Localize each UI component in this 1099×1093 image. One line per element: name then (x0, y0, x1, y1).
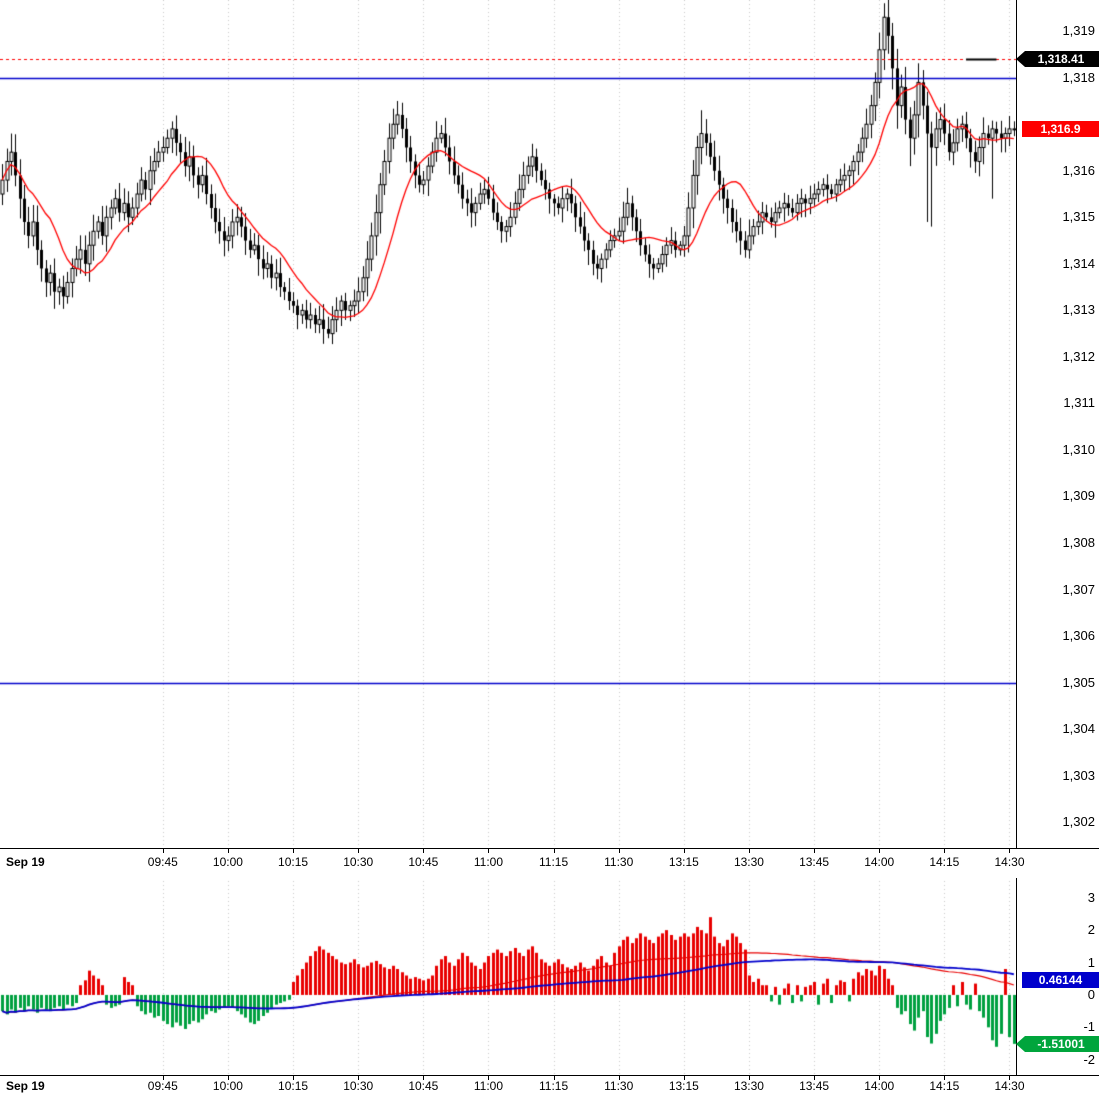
price-tick-label: 1,305 (1062, 674, 1095, 690)
time-tick-mark (944, 849, 945, 853)
time-tick-label: 13:30 (733, 1079, 764, 1093)
price-tick-label: 1,315 (1062, 209, 1095, 225)
price-tick-label: 1,304 (1062, 721, 1095, 737)
time-tick-mark (423, 1076, 424, 1080)
time-tick-mark (488, 849, 489, 853)
alert-price-tag: 1,318.41 (1016, 51, 1099, 67)
time-tick-label: 14:30 (994, 1079, 1025, 1093)
time-tick-mark (293, 849, 294, 853)
price-tick-label: 1,313 (1062, 302, 1095, 318)
time-tick-mark (619, 1076, 620, 1080)
time-tick-label: 11:00 (473, 855, 504, 869)
indicator-tick-label: 1 (1087, 954, 1095, 970)
indicator-axis: 3 2 1 0 -1 -2 (1016, 877, 1099, 1075)
time-tick-label: 10:15 (278, 855, 309, 869)
last-price-value: 1,316.9 (1040, 122, 1081, 136)
time-tick-label: 11:30 (604, 855, 634, 869)
time-tick-mark (684, 1076, 685, 1080)
time-tick-label: 11:15 (539, 1079, 569, 1093)
time-axis-bottom: Sep 19 09:45 10:00 10:15 10:30 10:45 11:00 11:1… (0, 1075, 1099, 1093)
time-tick-mark (684, 849, 685, 853)
indicator-tick-label: 0 (1087, 986, 1095, 1002)
time-tick-mark (488, 1076, 489, 1080)
time-tick-label: 10:30 (343, 1079, 374, 1093)
time-tick-mark (944, 1076, 945, 1080)
time-tick-label: 14:00 (864, 1079, 895, 1093)
time-tick-mark (749, 849, 750, 853)
indicator-chart-canvas[interactable] (0, 877, 1016, 1075)
time-tick-label: 13:15 (668, 855, 699, 869)
time-tick-mark (1009, 849, 1010, 853)
indicator-tick-label: 3 (1087, 889, 1095, 905)
time-tick-mark (749, 1076, 750, 1080)
price-tick-label: 1,311 (1063, 395, 1095, 411)
time-tick-label: 14:15 (929, 1079, 960, 1093)
indicator-tick-label: 2 (1087, 922, 1095, 938)
time-tick-mark (358, 849, 359, 853)
time-tick-mark (228, 1076, 229, 1080)
price-axis: 1,319 1,318 1,316 1,315 1,314 1,313 1,312 1,311… (1016, 0, 1099, 848)
price-tick-label: 1,309 (1062, 488, 1095, 504)
time-tick-label: 13:30 (733, 855, 764, 869)
indicator-tick-label: -2 (1083, 1051, 1095, 1067)
time-tick-label: 09:45 (147, 855, 178, 869)
y-axis-line (1016, 0, 1017, 1075)
time-tick-label: 13:45 (799, 1079, 830, 1093)
price-tick-label: 1,308 (1062, 535, 1095, 550)
time-tick-mark (619, 849, 620, 853)
time-tick-label: 14:15 (929, 855, 960, 869)
time-tick-mark (814, 849, 815, 853)
time-tick-label: Sep 19 (6, 855, 45, 869)
time-tick-mark (423, 849, 424, 853)
time-tick-label: 10:45 (408, 1079, 439, 1093)
time-tick-label: 10:15 (278, 1079, 309, 1093)
price-tick-label: 1,318 (1062, 69, 1095, 85)
indicator-value: 0.46144 (1038, 973, 1083, 987)
time-tick-label: 14:00 (864, 855, 895, 869)
time-tick-label: Sep 19 (6, 1079, 45, 1093)
last-price-tag: 1,316.9 (1022, 121, 1099, 137)
time-tick-mark (1009, 1076, 1010, 1080)
time-tick-mark (879, 1076, 880, 1080)
time-axis: Sep 19 09:45 10:00 10:15 10:30 10:45 11:00 11:1… (0, 848, 1099, 878)
price-tick-label: 1,306 (1062, 628, 1095, 644)
time-tick-mark (228, 849, 229, 853)
price-tick-label: 1,316 (1062, 162, 1095, 178)
price-tick-label: 1,303 (1062, 767, 1095, 783)
time-tick-mark (163, 849, 164, 853)
indicator-value-tag: 0.46144 (1022, 972, 1099, 988)
time-tick-label: 13:45 (799, 855, 830, 869)
price-tick-label: 1,302 (1062, 814, 1095, 830)
time-tick-label: 10:00 (212, 1079, 243, 1093)
time-tick-label: 09:45 (147, 1079, 178, 1093)
time-tick-label: 14:30 (994, 855, 1025, 869)
time-tick-label: 11:00 (473, 1079, 504, 1093)
price-chart-canvas[interactable] (0, 0, 1016, 848)
time-tick-label: 10:30 (343, 855, 374, 869)
price-tick-label: 1,307 (1062, 581, 1095, 597)
indicator-low-value: -1.51001 (1037, 1037, 1085, 1051)
time-tick-mark (554, 849, 555, 853)
indicator-tick-label: -1 (1083, 1019, 1095, 1035)
price-tick-label: 1,312 (1062, 348, 1095, 364)
time-tick-mark (293, 1076, 294, 1080)
time-tick-label: 11:30 (604, 1079, 634, 1093)
time-tick-mark (814, 1076, 815, 1080)
price-tick-label: 1,310 (1062, 441, 1095, 457)
time-tick-label: 10:45 (408, 855, 439, 869)
alert-price-value: 1,318.41 (1037, 52, 1085, 66)
time-tick-mark (163, 1076, 164, 1080)
time-tick-mark (358, 1076, 359, 1080)
time-tick-label: 10:00 (212, 855, 243, 869)
time-tick-label: 13:15 (668, 1079, 699, 1093)
price-tick-label: 1,319 (1062, 23, 1095, 39)
time-tick-label: 11:15 (539, 855, 569, 869)
price-tick-label: 1,314 (1062, 255, 1095, 271)
indicator-low-tag: -1.51001 (1016, 1036, 1099, 1052)
time-tick-mark (554, 1076, 555, 1080)
time-tick-mark (879, 849, 880, 853)
